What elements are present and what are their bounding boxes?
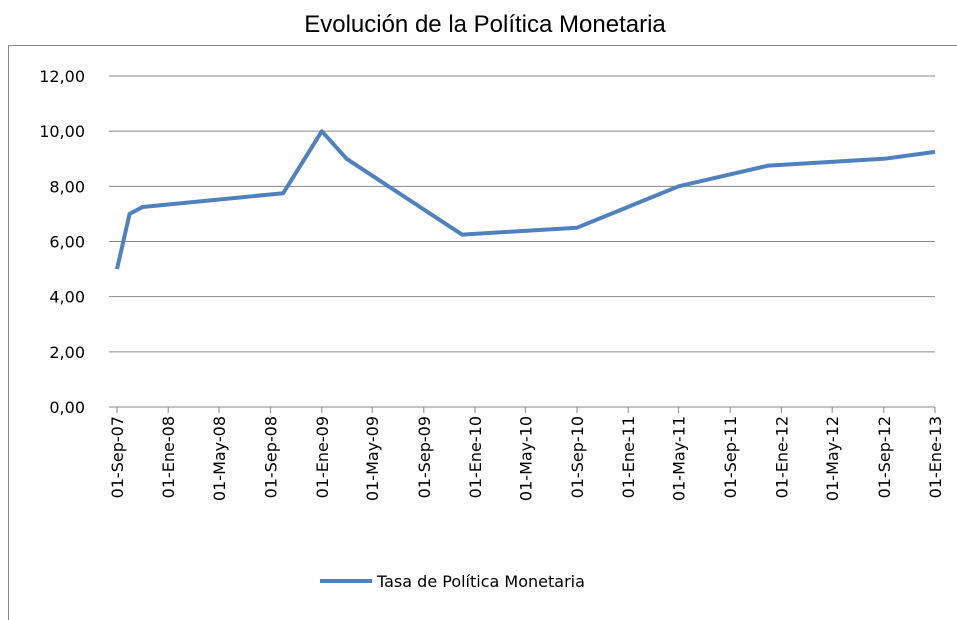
x-tick-label: 01-Ene-08 bbox=[159, 416, 178, 498]
x-tick-label: 01-Sep-07 bbox=[108, 416, 127, 498]
x-tick-label: 01-Ene-13 bbox=[926, 416, 945, 498]
y-tick-label: 2,00 bbox=[49, 343, 85, 362]
y-tick-label: 6,00 bbox=[49, 233, 85, 252]
x-tick-label: 01-May-08 bbox=[210, 416, 229, 501]
x-tick-label: 01-Sep-08 bbox=[262, 416, 281, 498]
x-tick-label: 01-May-10 bbox=[516, 416, 535, 501]
x-tick-label: 01-Sep-10 bbox=[568, 416, 587, 498]
x-tick-label: 01-Ene-09 bbox=[313, 416, 332, 498]
y-tick-label: 10,00 bbox=[39, 122, 85, 141]
y-tick-label: 4,00 bbox=[49, 288, 85, 307]
x-tick-label: 01-Ene-11 bbox=[619, 416, 638, 498]
chart-title: Evolución de la Política Monetaria bbox=[304, 11, 666, 38]
x-tick-label: 01-Ene-10 bbox=[466, 416, 485, 498]
y-tick-label: 8,00 bbox=[49, 177, 85, 196]
series-line bbox=[115, 129, 936, 270]
y-tick-label: 12,00 bbox=[39, 67, 85, 86]
y-tick-label: 0,00 bbox=[49, 398, 85, 417]
x-tick-label: 01-Sep-09 bbox=[415, 416, 434, 498]
x-tick-label: 01-May-11 bbox=[670, 416, 689, 501]
x-tick-label: 01-Sep-11 bbox=[721, 416, 740, 498]
x-tick-label: 01-Ene-12 bbox=[772, 416, 791, 498]
legend-label: Tasa de Política Monetaria bbox=[376, 572, 585, 591]
chart-frame bbox=[8, 45, 957, 620]
x-tick-label: 01-Sep-12 bbox=[875, 416, 894, 498]
x-tick-label: 01-May-09 bbox=[363, 416, 382, 501]
x-tick-label: 01-May-12 bbox=[823, 416, 842, 501]
